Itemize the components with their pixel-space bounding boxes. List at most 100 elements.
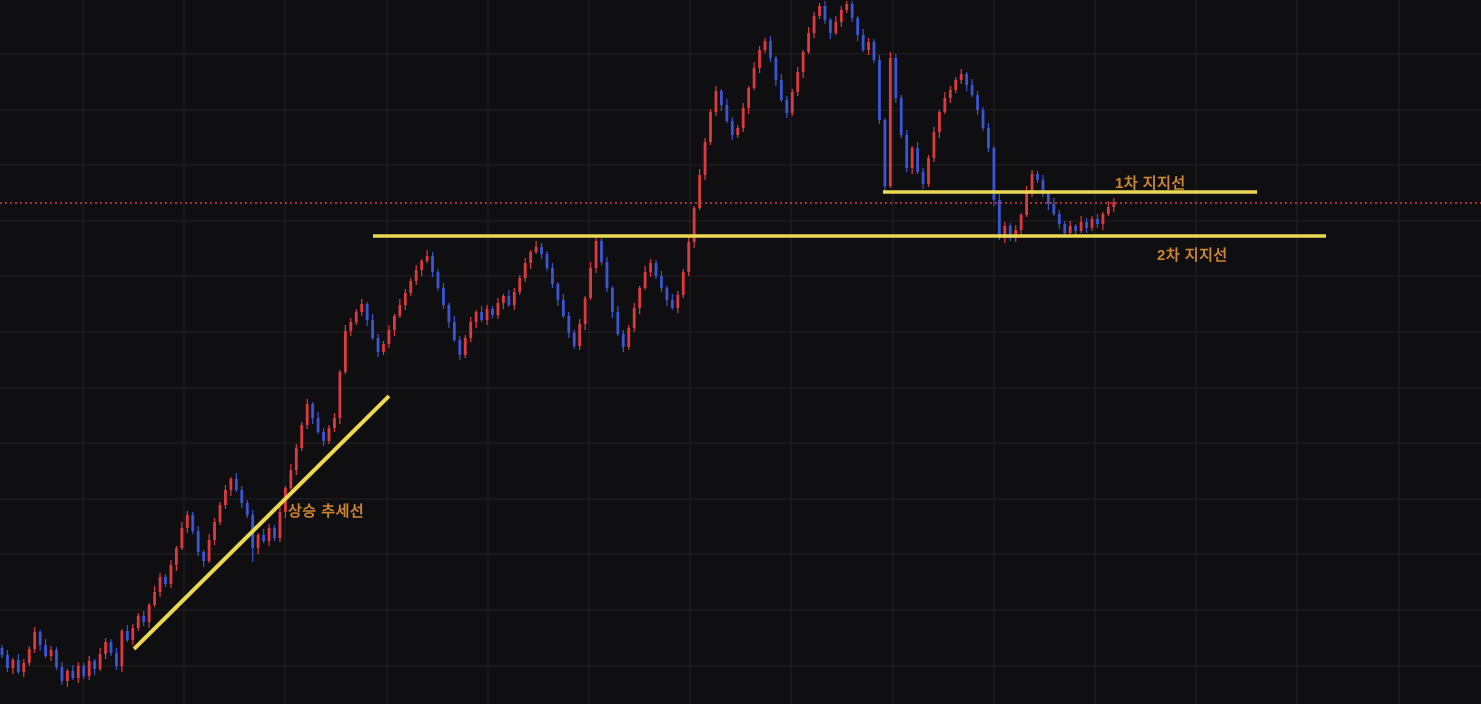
- candle-body: [670, 300, 674, 308]
- candle-body: [938, 112, 941, 132]
- candle-body: [987, 128, 990, 148]
- candle-body: [98, 654, 102, 669]
- candle-body: [109, 642, 113, 653]
- candle-body: [496, 303, 500, 315]
- candle-body: [131, 628, 135, 640]
- candle-body: [76, 666, 80, 678]
- candle-body: [1063, 224, 1067, 233]
- candle-body: [758, 50, 761, 68]
- candle-body: [605, 262, 609, 288]
- candle-body: [125, 631, 129, 640]
- candle-body: [1019, 215, 1023, 230]
- candle-body: [638, 288, 642, 308]
- candle-body: [175, 548, 178, 565]
- candle-body: [49, 650, 53, 656]
- candle-body: [1106, 207, 1110, 214]
- candle-body: [845, 4, 849, 10]
- candle-body: [431, 256, 434, 272]
- candle-body: [899, 98, 903, 135]
- candle-body: [420, 261, 424, 270]
- candle-body: [240, 490, 244, 503]
- candle-body: [6, 655, 9, 668]
- candle-body: [507, 296, 511, 305]
- candle-body: [463, 338, 467, 355]
- candle-body: [16, 660, 20, 672]
- candle-body: [382, 344, 385, 352]
- candle-body: [997, 200, 1001, 238]
- candle-body: [578, 324, 582, 346]
- candle-body: [878, 60, 881, 120]
- candle-body: [1090, 219, 1094, 228]
- candle-body: [338, 372, 342, 418]
- candle-body: [1101, 214, 1105, 224]
- candle-body: [376, 338, 380, 352]
- candle-body: [393, 316, 396, 330]
- candle-body: [224, 490, 227, 505]
- candle-body: [583, 298, 587, 324]
- support-line-2-label[interactable]: 2차 지지선: [1157, 247, 1228, 264]
- candle-body: [316, 418, 320, 432]
- candle-body: [409, 281, 413, 293]
- candle-body: [779, 80, 783, 100]
- candle-body: [0, 648, 4, 655]
- candle-body: [294, 448, 298, 470]
- candle-body: [665, 288, 669, 300]
- candle-body: [398, 305, 402, 316]
- candle-body: [970, 85, 974, 95]
- candle-body: [71, 671, 75, 678]
- candle-body: [801, 52, 805, 72]
- candle-body: [839, 10, 843, 22]
- candle-body: [229, 479, 233, 490]
- candle-body: [354, 312, 358, 322]
- candle-body: [1079, 222, 1083, 231]
- candle-body: [371, 320, 374, 338]
- candle-body: [322, 432, 325, 441]
- candle-body: [327, 428, 331, 441]
- candle-body: [38, 632, 42, 645]
- candle-body: [480, 312, 483, 320]
- candle-body: [82, 666, 86, 676]
- candle-body: [289, 470, 293, 488]
- candle-body: [512, 292, 516, 305]
- candle-body: [687, 242, 691, 272]
- candle-body: [452, 322, 456, 340]
- candle-body: [502, 296, 505, 303]
- candle-body: [1041, 180, 1045, 193]
- candle-body: [387, 330, 391, 344]
- candle-body: [965, 74, 969, 85]
- candle-body: [120, 631, 124, 666]
- candle-body: [888, 58, 892, 186]
- uptrend-line[interactable]: [132, 394, 391, 651]
- candle-body: [589, 268, 592, 298]
- candle-body: [234, 479, 238, 490]
- candle-body: [600, 241, 603, 262]
- candle-body: [621, 334, 625, 347]
- candle-body: [207, 540, 211, 561]
- candle-body: [44, 645, 47, 656]
- candle-body: [916, 148, 919, 172]
- candle-body: [1003, 226, 1007, 238]
- candle-body: [267, 528, 271, 541]
- candle-body: [769, 41, 772, 58]
- candle-body: [894, 58, 898, 98]
- candle-body: [616, 312, 620, 334]
- candle-body: [202, 552, 206, 561]
- candle-body: [921, 172, 925, 184]
- candle-body: [992, 148, 996, 200]
- candle-body: [414, 270, 418, 281]
- candle-body: [676, 295, 680, 308]
- support-line-1-label[interactable]: 1차 지지선: [1115, 175, 1186, 192]
- uptrend-line-label[interactable]: 상승 추세선: [288, 503, 365, 520]
- candle-body: [1112, 202, 1116, 207]
- candle-body: [976, 95, 979, 110]
- candle-body: [1057, 214, 1061, 224]
- candle-body: [196, 531, 200, 552]
- candle-body: [774, 58, 778, 80]
- candle-body: [442, 288, 445, 305]
- candle-body: [720, 91, 723, 105]
- candle-body: [959, 74, 963, 80]
- candle-body: [910, 148, 914, 168]
- candle-body: [954, 80, 958, 90]
- candle-body: [534, 247, 538, 252]
